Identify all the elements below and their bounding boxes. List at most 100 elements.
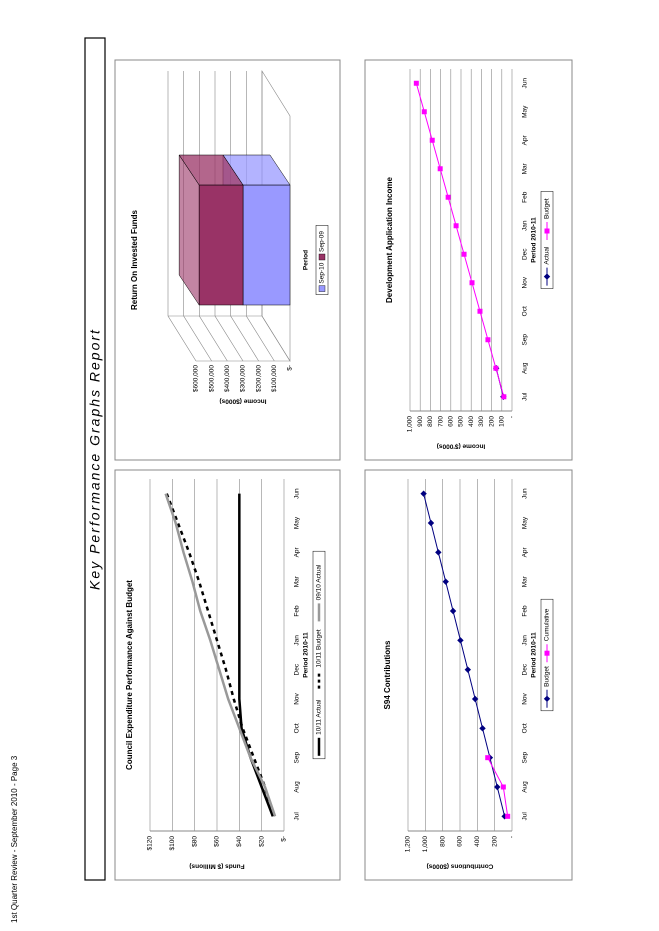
grid-line <box>261 71 291 362</box>
marker <box>505 813 511 819</box>
series-line <box>415 83 505 397</box>
marker <box>413 80 419 86</box>
x-tick-label: Jul <box>522 392 529 401</box>
marker <box>471 695 479 703</box>
y-tick-label: 500 <box>458 416 465 427</box>
legend-swatch <box>318 253 326 261</box>
y-axis-title: Income ($000s) <box>220 397 267 404</box>
marker <box>544 650 550 656</box>
y-tick-label: $120 <box>147 836 154 851</box>
legend-label: 09/10 Actual <box>316 564 323 600</box>
y-tick-label: $400,000 <box>224 365 231 392</box>
x-axis-title: Period <box>303 250 310 270</box>
x-tick-label: Jun <box>522 78 529 89</box>
x-tick-label: Feb <box>522 605 529 617</box>
grid-line <box>183 71 212 362</box>
legend-label: Cumulative <box>544 608 551 641</box>
x-tick-label: Oct <box>294 723 301 733</box>
grid-line <box>214 71 244 362</box>
marker <box>461 251 467 257</box>
x-tick-label: Apr <box>294 546 301 557</box>
y-tick-label: - <box>509 416 516 418</box>
y-tick-label: 1,000 <box>422 836 429 853</box>
y-tick-label: 800 <box>439 836 446 847</box>
series-line <box>165 493 275 817</box>
y-tick-label: $- <box>287 365 294 371</box>
x-tick-label: Mar <box>294 575 301 587</box>
y-tick-label: 600 <box>457 836 464 847</box>
marker <box>469 280 475 286</box>
y-tick-label: 700 <box>437 416 444 427</box>
x-tick-label: Apr <box>522 546 529 557</box>
y-tick-label: 1,000 <box>407 416 414 433</box>
bar-front <box>198 184 244 306</box>
y-tick-label: $40 <box>236 836 243 847</box>
y-tick-label: - <box>509 836 516 838</box>
marker <box>457 637 464 644</box>
marker <box>420 490 427 497</box>
grid-line <box>199 71 228 362</box>
x-tick-label: Jan <box>522 635 529 646</box>
x-tick-label: Nov <box>294 692 301 704</box>
marker <box>477 308 483 314</box>
grid-line <box>246 71 275 362</box>
x-tick-label: Aug <box>294 781 301 793</box>
chart-frame <box>364 469 573 881</box>
chart-title: Return On Invested Funds <box>130 209 139 310</box>
x-tick-label: Jan <box>294 635 301 646</box>
legend-label: Actual <box>544 246 551 265</box>
x-tick-label: Aug <box>522 781 529 793</box>
marker <box>464 666 472 673</box>
y-tick-label: $- <box>281 836 288 842</box>
marker <box>421 109 427 115</box>
y-tick-label: 400 <box>468 416 475 427</box>
x-axis-title: Period 2010-11 <box>531 217 538 263</box>
y-tick-label: 900 <box>417 416 424 427</box>
x-tick-label: Mar <box>522 162 529 174</box>
y-axis-title: Income ($'000s) <box>437 442 486 449</box>
y-axis-title: Contributions ($000s) <box>427 862 494 869</box>
x-tick-label: Jul <box>294 812 301 821</box>
x-tick-label: Sep <box>522 334 529 346</box>
y-tick-label: $100 <box>169 836 176 851</box>
marker <box>543 273 551 280</box>
grid-line <box>167 71 197 362</box>
y-tick-label: $20 <box>258 836 265 847</box>
marker <box>442 578 449 585</box>
marker <box>437 166 443 172</box>
bar-top <box>178 154 200 306</box>
x-tick-label: May <box>522 105 529 118</box>
x-tick-label: Aug <box>522 362 529 374</box>
y-tick-label: $80 <box>191 836 198 847</box>
x-tick-label: Nov <box>522 692 529 704</box>
x-tick-label: Dec <box>522 248 529 260</box>
x-tick-label: May <box>522 516 529 529</box>
y-tick-label: $60 <box>214 836 221 847</box>
x-tick-label: Jun <box>294 488 301 499</box>
x-tick-label: May <box>294 516 301 529</box>
y-tick-label: 200 <box>488 416 495 427</box>
x-tick-label: Oct <box>522 306 529 316</box>
marker <box>544 228 550 234</box>
legend-swatch <box>318 285 326 292</box>
x-tick-label: Nov <box>522 276 529 288</box>
x-tick-label: Mar <box>522 575 529 587</box>
x-tick-label: Jan <box>522 220 529 231</box>
marker <box>435 549 442 556</box>
x-axis-title: Period 2010-11 <box>303 632 310 678</box>
y-tick-label: 1,200 <box>405 836 412 853</box>
x-axis-title: Period 2010-11 <box>531 632 538 678</box>
y-axis-title: Funds ($ Millions) <box>189 862 244 869</box>
x-tick-label: Oct <box>522 723 529 733</box>
legend-label: Sep-09 <box>319 231 326 252</box>
y-tick-label: $100,000 <box>271 365 278 392</box>
x-tick-label: Feb <box>294 605 301 617</box>
x-tick-label: Sep <box>522 752 529 764</box>
y-tick-label: 200 <box>491 836 498 847</box>
x-tick-label: Jul <box>522 812 529 821</box>
marker <box>501 394 507 400</box>
marker <box>500 784 506 790</box>
marker <box>494 783 501 791</box>
y-tick-label: $300,000 <box>240 365 247 392</box>
